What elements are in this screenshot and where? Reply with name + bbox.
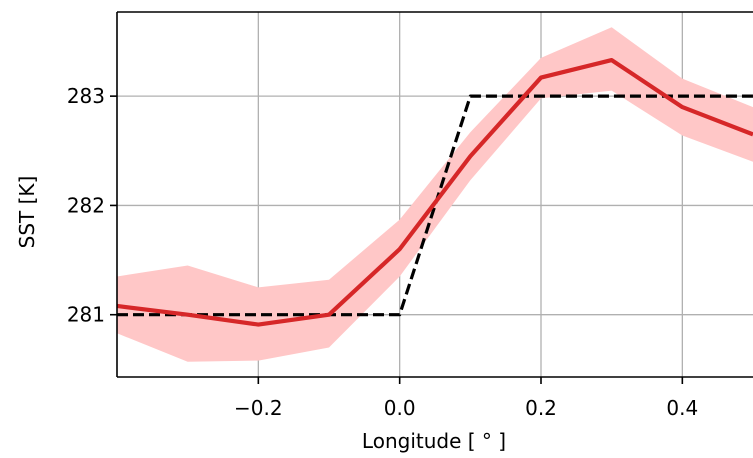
x-tick-label: 0.4 <box>666 396 698 420</box>
x-tick-label: 0.2 <box>525 396 557 420</box>
y-tick-label: 282 <box>67 193 105 217</box>
x-tick-label: −0.2 <box>234 396 283 420</box>
x-tick-label: 0.0 <box>384 396 416 420</box>
y-tick-label: 281 <box>67 303 105 327</box>
series-lines-layer <box>116 57 753 327</box>
sst-mean-line <box>116 57 753 327</box>
y-tick-label: 283 <box>67 84 105 108</box>
uncertainty-band <box>117 27 753 362</box>
x-axis-label: Longitude [ ° ] <box>362 429 506 453</box>
y-axis-label: SST [K] <box>15 176 39 249</box>
y-axis-ticks: 281 282 283 <box>67 84 117 327</box>
uncertainty-band-layer <box>117 27 753 362</box>
x-axis-ticks: −0.2 0.0 0.2 0.4 <box>234 377 698 420</box>
axes-frame <box>116 11 753 378</box>
